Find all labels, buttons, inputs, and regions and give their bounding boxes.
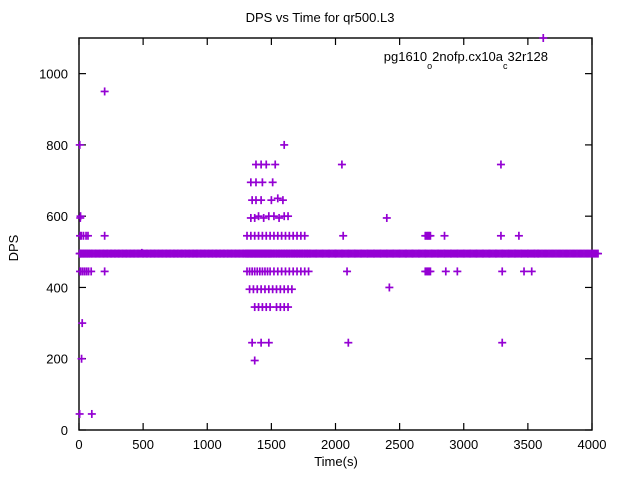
x-tick-label: 0 [75, 437, 82, 452]
data-point [284, 212, 293, 221]
x-tick-label: 1000 [193, 437, 222, 452]
data-point [75, 140, 84, 149]
data-point [440, 231, 449, 240]
y-tick-label: 400 [46, 280, 68, 295]
data-point [300, 231, 309, 240]
data-point [257, 338, 266, 347]
data-point [83, 231, 92, 240]
data-point [248, 338, 257, 347]
data-point [496, 160, 505, 169]
data-point [520, 267, 529, 276]
data-point [343, 267, 352, 276]
y-tick-label: 800 [46, 138, 68, 153]
data-point [385, 283, 394, 292]
x-tick-label: 500 [132, 437, 154, 452]
data-point [262, 160, 271, 169]
data-point [76, 212, 85, 221]
data-point [280, 140, 289, 149]
data-point [275, 213, 284, 222]
data-point [426, 231, 435, 240]
data-point [77, 354, 86, 363]
y-tick-label: 600 [46, 209, 68, 224]
x-tick-label: 3000 [449, 437, 478, 452]
data-point [539, 34, 548, 42]
data-point [453, 267, 462, 276]
data-point [257, 196, 266, 205]
data-point [498, 338, 507, 347]
data-point [304, 267, 313, 276]
data-point [273, 194, 282, 203]
data-point [426, 267, 435, 276]
x-tick-label: 3500 [513, 437, 542, 452]
data-point [100, 87, 109, 96]
data-point [287, 285, 296, 294]
y-tick-label: 200 [46, 352, 68, 367]
chart-title: DPS vs Time for qr500.L3 [246, 10, 395, 25]
legend-label: pg1610o2nofp.cx10ac32r128 [384, 49, 548, 71]
data-point [496, 231, 505, 240]
x-tick-label: 2000 [321, 437, 350, 452]
data-point [250, 213, 259, 222]
data-point [100, 267, 109, 276]
x-tick-label: 1500 [257, 437, 286, 452]
data-point [264, 338, 273, 347]
data-point [337, 160, 346, 169]
data-point [284, 303, 293, 312]
legend: pg1610o2nofp.cx10ac32r128 [384, 49, 548, 71]
data-points [75, 34, 602, 418]
data-point [75, 409, 84, 418]
plot-border [78, 37, 593, 431]
data-point [514, 231, 523, 240]
data-point [258, 178, 267, 187]
data-point [344, 338, 353, 347]
data-point [269, 212, 278, 221]
y-axis-ticks: 0 200 400 600 800 1000 [39, 67, 592, 438]
data-point [498, 267, 507, 276]
data-point [250, 356, 259, 365]
data-point [339, 231, 348, 240]
data-point [267, 196, 276, 205]
data-point [441, 267, 450, 276]
x-tick-label: 4000 [578, 437, 607, 452]
x-tick-label: 2500 [385, 437, 414, 452]
data-point [268, 178, 277, 187]
x-axis-label: Time(s) [314, 454, 358, 469]
data-point [87, 409, 96, 418]
data-point [254, 212, 263, 221]
y-axis-label: DPS [6, 234, 21, 261]
x-axis-ticks: 0 500 1000 1500 2000 2500 3000 3500 4000 [75, 38, 606, 452]
y-tick-label: 1000 [39, 67, 68, 82]
data-point [278, 196, 287, 205]
data-point [271, 160, 280, 169]
data-point [259, 213, 268, 222]
data-point [594, 249, 602, 258]
y-tick-label: 0 [61, 423, 68, 438]
data-point [382, 213, 391, 222]
data-point [87, 267, 96, 276]
data-point [78, 319, 87, 328]
data-point [527, 267, 536, 276]
data-point [100, 231, 109, 240]
